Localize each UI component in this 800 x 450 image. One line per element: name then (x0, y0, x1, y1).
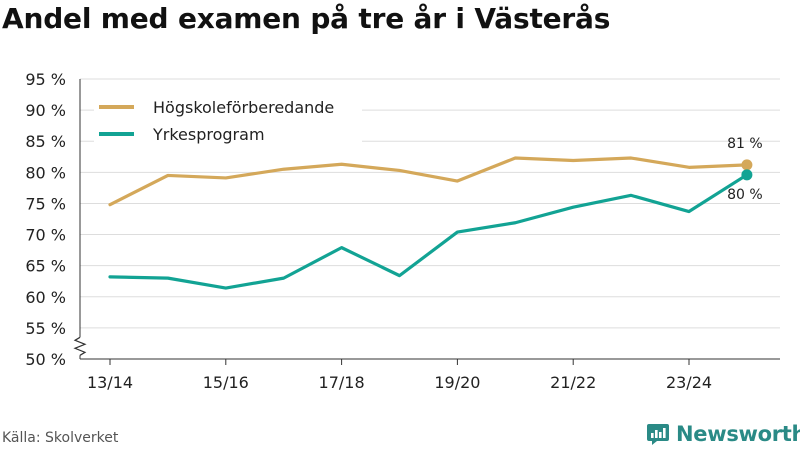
y-tick-label: 80 % (25, 163, 66, 182)
legend-background (94, 92, 362, 144)
series-line-yrkesprogram (108, 173, 749, 290)
y-tick-label: 65 % (25, 257, 66, 276)
y-tick-label: 55 % (25, 319, 66, 338)
x-axis: 13/14 15/16 17/18 19/20 21/22 23/24 (80, 358, 780, 392)
y-tick-label: 60 % (25, 288, 66, 307)
end-label-hogskoleforberedande: 81 % (727, 136, 763, 152)
series-layer (108, 156, 753, 290)
axis-break-mark (73, 336, 87, 356)
brand-name: Newsworthy (676, 422, 800, 446)
series-line-hogskoleforberedande (108, 156, 749, 207)
end-labels: 81 % 80 % (727, 136, 763, 203)
x-tick-label: 21/22 (550, 373, 596, 392)
y-tick-label: 95 % (25, 70, 66, 89)
chart-title: Andel med examen på tre år i Västerås (2, 2, 611, 35)
brand-logo: Newsworthy (646, 420, 800, 448)
source-note: Källa: Skolverket (2, 430, 119, 446)
y-tick-label: 85 % (25, 132, 66, 151)
end-label-yrkesprogram: 80 % (727, 187, 763, 203)
x-tick-label: 15/16 (203, 373, 249, 392)
x-tick-label: 19/20 (434, 373, 480, 392)
y-tick-label: 50 % (25, 350, 66, 369)
newsworthy-logo-icon (647, 424, 669, 445)
legend: Högskoleförberedande Yrkesprogram (94, 92, 362, 144)
x-tick-label: 17/18 (319, 373, 365, 392)
y-tick-label: 90 % (25, 101, 66, 120)
y-tick-label: 75 % (25, 194, 66, 213)
y-tick-label: 70 % (25, 226, 66, 245)
legend-label: Högskoleförberedande (153, 98, 334, 117)
series-end-marker (741, 159, 753, 171)
x-tick-label: 13/14 (87, 373, 133, 392)
series-end-marker (741, 169, 753, 181)
x-tick-label: 23/24 (666, 373, 712, 392)
legend-label: Yrkesprogram (152, 125, 265, 144)
y-axis: 50 % 55 % 60 % 65 % 70 % 75 % 80 % 85 % 90 % 95 % (25, 70, 87, 369)
